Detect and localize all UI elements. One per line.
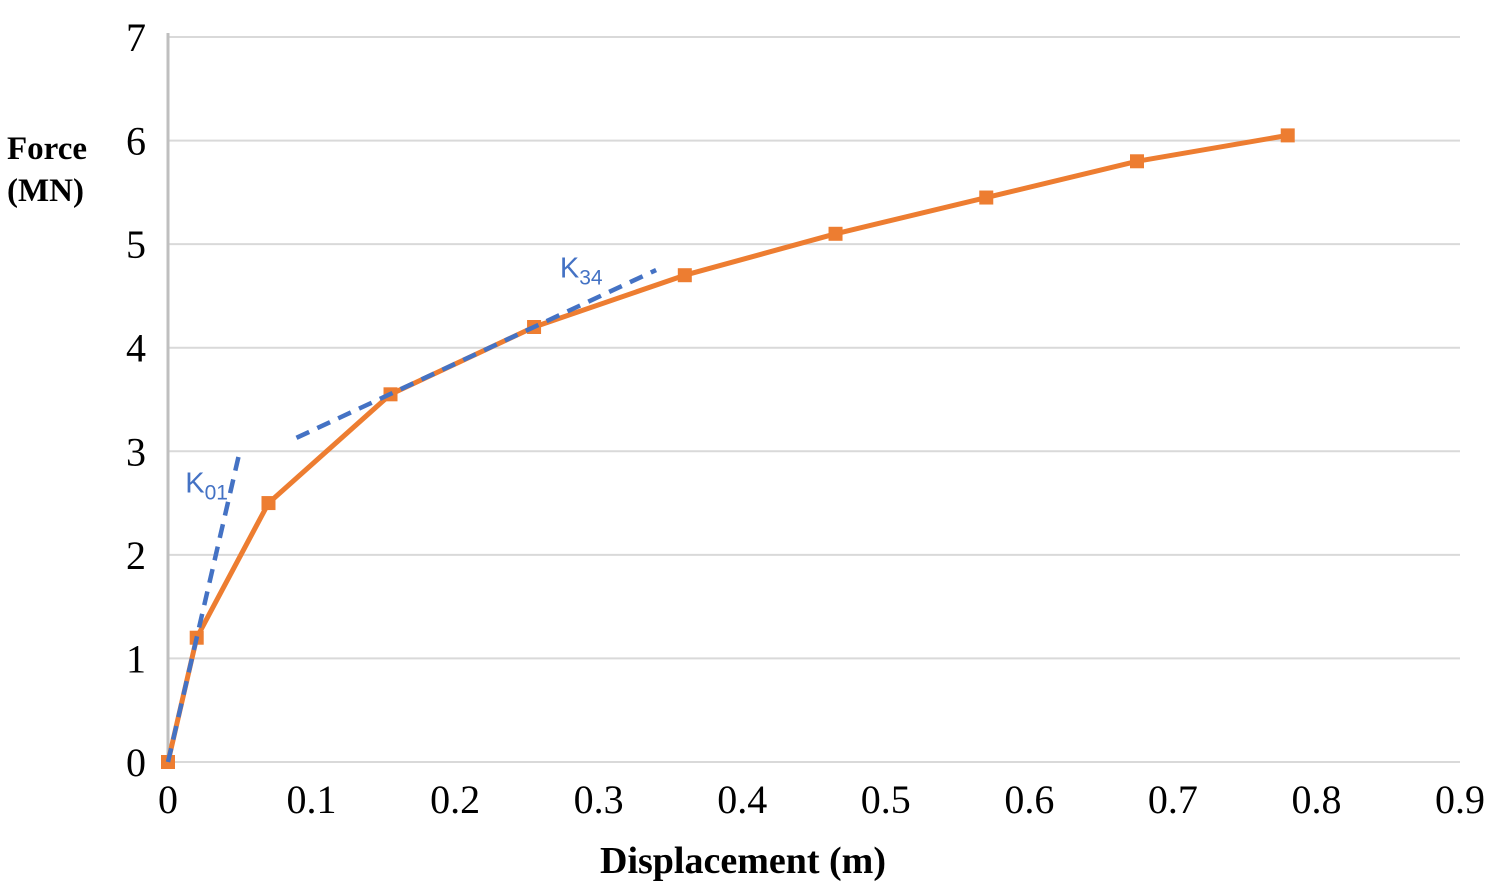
- k34-label-subscript: 34: [579, 266, 603, 289]
- x-tick-label-0.3: 0.3: [574, 777, 624, 822]
- x-axis-title: Displacement (m): [600, 840, 886, 882]
- y-axis-title-line1: Force: [7, 131, 88, 167]
- y-tick-label-7: 7: [126, 15, 146, 60]
- data-point-marker: [828, 226, 843, 241]
- force-displacement-curve-line: [165, 132, 1291, 765]
- data-point-marker: [979, 190, 994, 205]
- x-tick-label-0.5: 0.5: [861, 777, 911, 822]
- y-tick-label-3: 3: [126, 429, 146, 474]
- x-tick-label-0.9: 0.9: [1435, 777, 1485, 822]
- x-tick-label-0.7: 0.7: [1148, 777, 1198, 822]
- data-point-marker: [677, 268, 692, 283]
- k01-label-subscript: 01: [205, 482, 228, 505]
- data-point-marker: [261, 496, 276, 511]
- k01-secant-dashed-line: [165, 450, 242, 763]
- x-tick-label-0: 0: [158, 777, 178, 822]
- y-tick-label-0: 0: [126, 740, 146, 785]
- k34-label-base: K: [560, 252, 580, 284]
- x-tick-label-0.4: 0.4: [717, 777, 767, 822]
- k01-label: K01: [185, 468, 228, 505]
- y-tick-label-6: 6: [126, 119, 146, 164]
- x-tick-label-0.1: 0.1: [287, 777, 337, 822]
- data-point-marker: [1130, 154, 1144, 169]
- x-tick-label-0.6: 0.6: [1004, 777, 1054, 822]
- k34-secant-dashed-line: [295, 267, 658, 440]
- x-tick-label-0.8: 0.8: [1291, 777, 1341, 822]
- y-tick-label-2: 2: [126, 533, 146, 578]
- x-tick-label-0.2: 0.2: [430, 777, 480, 822]
- y-tick-label-5: 5: [126, 222, 146, 267]
- y-axis-title-line2: (MN): [7, 173, 84, 209]
- y-tick-label-4: 4: [126, 326, 146, 371]
- y-axis-title: Force (MN): [7, 128, 87, 212]
- data-point-marker: [1280, 128, 1295, 143]
- k34-label: K34: [560, 252, 603, 289]
- k01-label-base: K: [185, 468, 205, 500]
- y-tick-label-1: 1: [126, 636, 146, 681]
